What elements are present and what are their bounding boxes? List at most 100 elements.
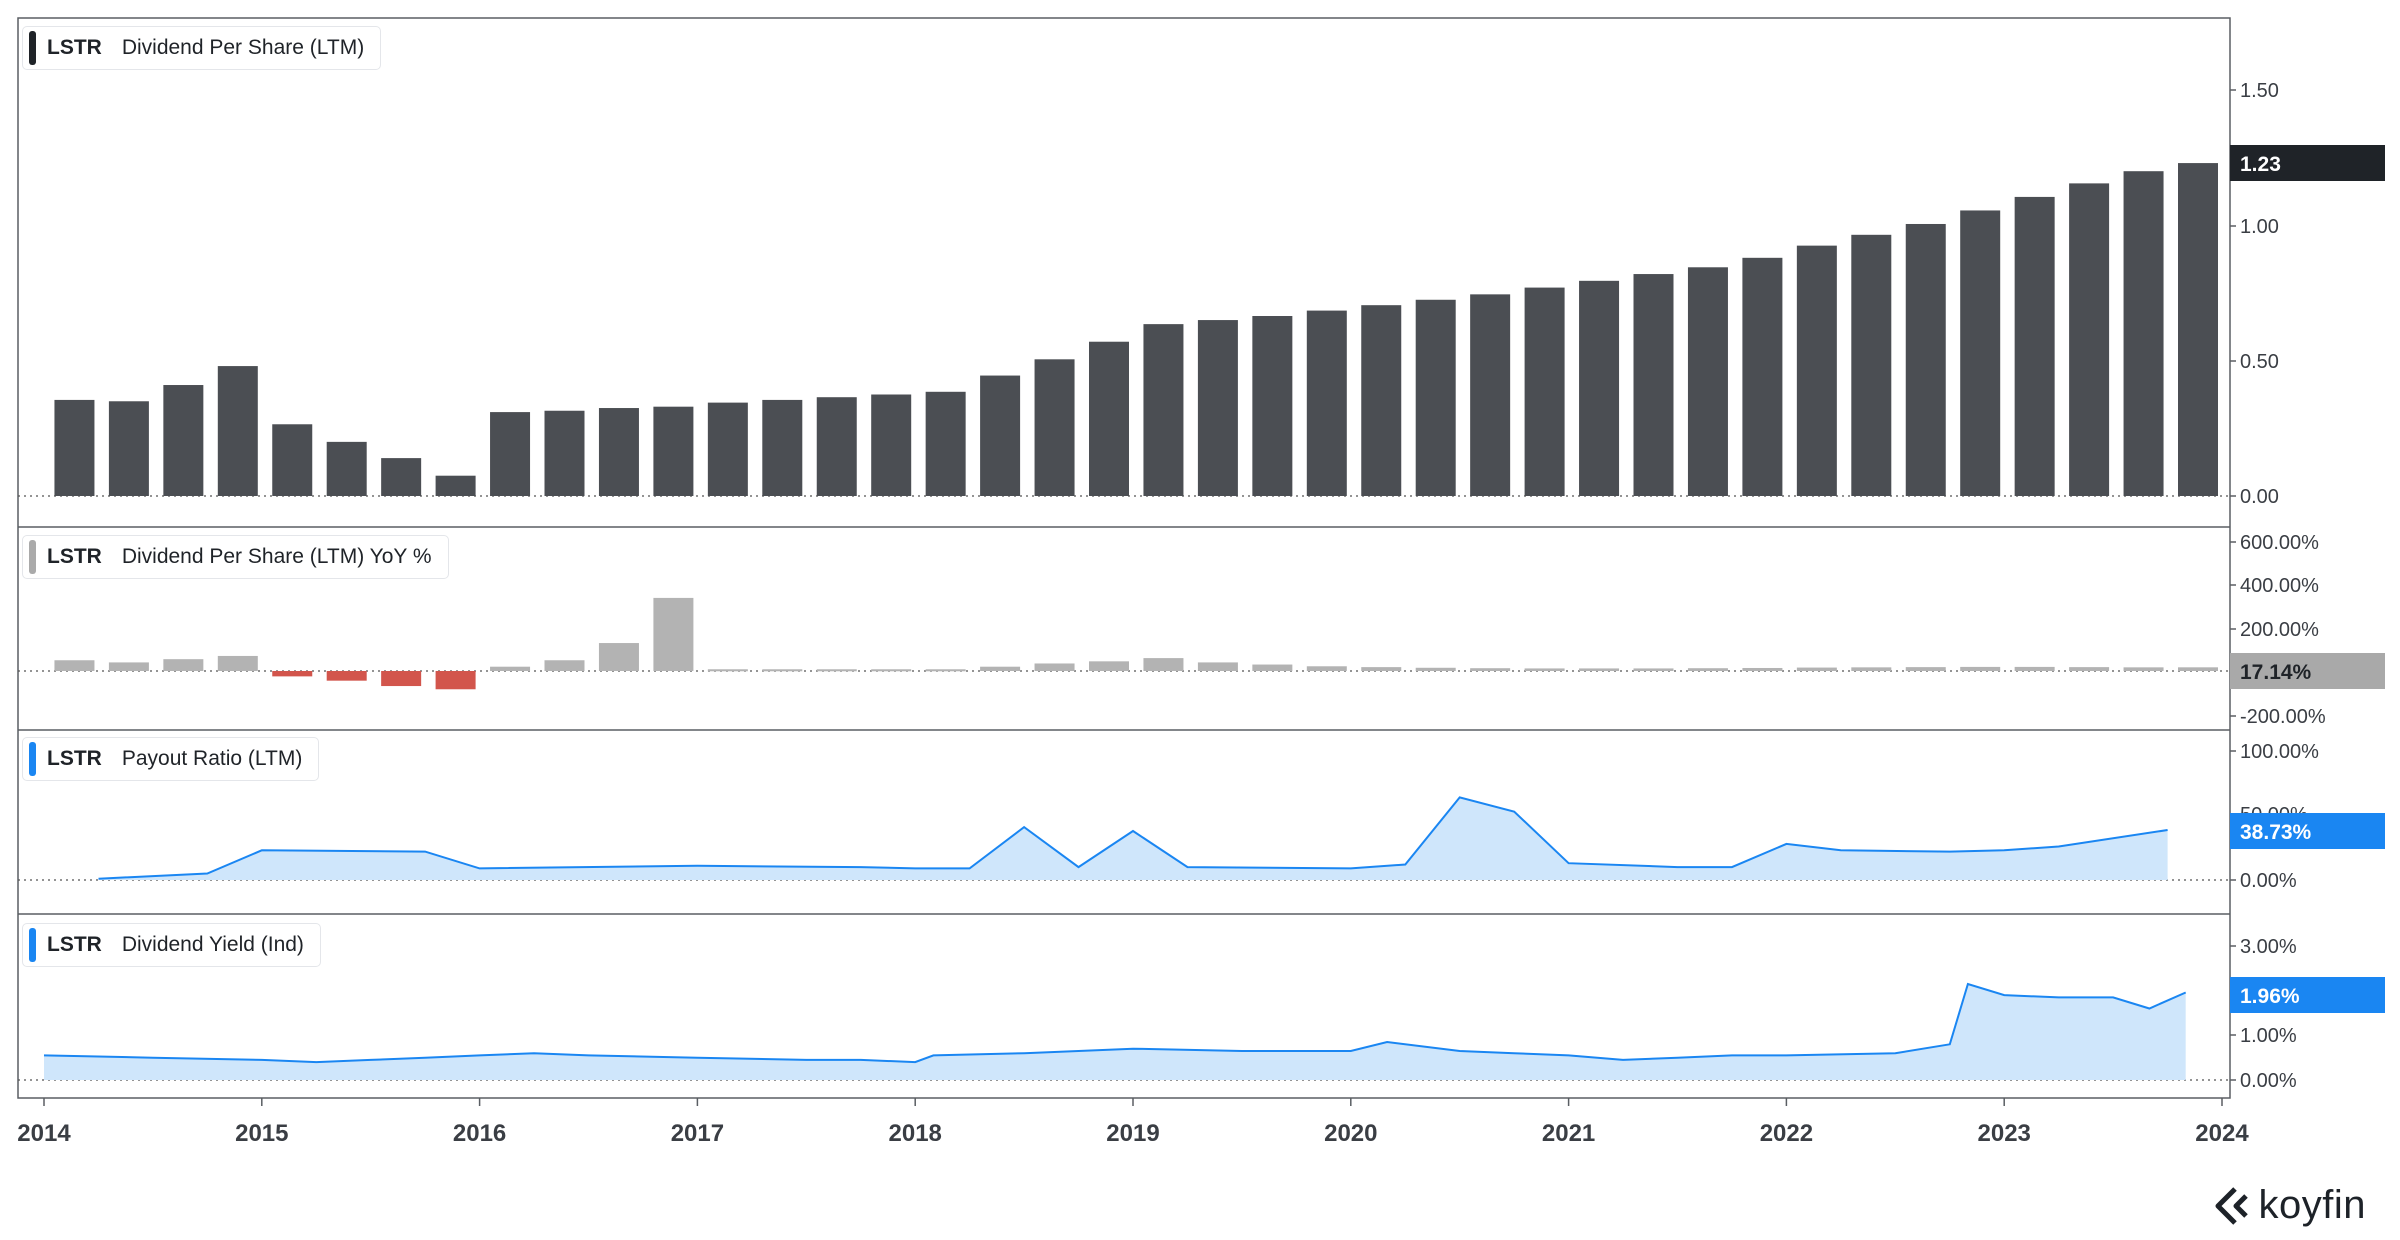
yoy-bar-positive: [925, 669, 966, 672]
yoy-bar-positive: [653, 597, 694, 671]
yield-plot: [43, 982, 2187, 1080]
yoy-bar-positive: [2069, 667, 2110, 671]
legend-payout: LSTR Payout Ratio (LTM): [22, 737, 320, 781]
yoy-bar-positive: [108, 662, 149, 671]
yoy-bar-positive: [1197, 662, 1238, 671]
legend-ticker: LSTR: [47, 36, 102, 59]
dps-bar: [980, 375, 1021, 496]
dps-bar: [1633, 274, 1674, 496]
legend-swatch: [29, 540, 36, 574]
yoy-bar-positive: [1524, 668, 1565, 671]
dps-bar: [2014, 196, 2055, 496]
dps-bar: [1960, 210, 2001, 497]
axes: 1.50 1.00 0.50 0.00 1.23 600.00% 400.00% 200.00…: [17, 80, 2385, 1147]
yoy-bar-positive: [1306, 666, 1347, 671]
dps-bar: [1089, 341, 1129, 496]
axis-tick-label: 100.00%: [2240, 741, 2319, 763]
yoy-bar-positive: [54, 660, 95, 671]
legend-dps: LSTR Dividend Per Share (LTM): [22, 26, 382, 70]
current-value-badge: [2230, 977, 2385, 1013]
yoy-bar-positive: [2178, 667, 2218, 671]
current-value-badge: [2230, 145, 2385, 181]
yoy-bar-positive: [544, 660, 585, 671]
yoy-bar-positive: [2014, 666, 2055, 671]
current-value-badge: [2230, 813, 2385, 849]
yoy-bar-positive: [490, 666, 531, 671]
payout-line: [98, 796, 2168, 880]
yoy-bar-positive: [163, 659, 204, 671]
dps-bar: [1197, 320, 1238, 496]
axis-tick-label: 0.50: [2240, 351, 2279, 373]
axis-tick-label: 0.00%: [2240, 870, 2297, 892]
dps-bar: [381, 458, 422, 496]
dps-bar: [1796, 245, 1837, 496]
legend-swatch: [29, 31, 36, 65]
dps-bar: [2123, 171, 2164, 496]
yoy-bar-positive: [980, 666, 1021, 671]
yoy-bar-positive: [217, 655, 258, 671]
yoy-bar-positive: [707, 669, 748, 672]
dps-bar: [435, 475, 476, 496]
dps-bar: [1252, 316, 1293, 496]
legend-ticker: LSTR: [47, 545, 102, 568]
dps-bar: [217, 366, 258, 496]
x-axis-tick-label: 2014: [17, 1120, 71, 1147]
yoy-bar-positive: [1579, 668, 1620, 671]
yoy-bar-positive: [598, 643, 639, 671]
dps-bar: [653, 406, 694, 496]
yoy-bar-negative: [435, 671, 476, 690]
dps-bar: [762, 399, 803, 496]
dps-bar: [1470, 294, 1511, 496]
axis-tick-label: 0.00%: [2240, 1070, 2297, 1092]
yoy-bar-positive: [1633, 668, 1674, 671]
dps-bar: [108, 401, 149, 496]
dps-bar: [544, 410, 585, 496]
yoy-bar-positive: [871, 669, 912, 672]
yoy-plot: [54, 597, 2218, 690]
chart-frame: [17, 17, 2231, 1099]
legend-ticker: LSTR: [47, 747, 102, 770]
dps-bar: [326, 441, 367, 496]
dps-bar: [54, 399, 95, 496]
current-value-badge: [2230, 653, 2385, 689]
current-value-label: 38.73%: [2240, 821, 2312, 844]
dps-bar: [490, 412, 531, 496]
yoy-bar-positive: [1252, 664, 1293, 671]
dps-bar: [1034, 359, 1075, 496]
yoy-bar-positive: [1796, 667, 1837, 671]
yoy-bar-negative: [326, 671, 367, 681]
axis-tick-label: 200.00%: [2240, 619, 2319, 641]
axis-tick-label: 1.00: [2240, 216, 2279, 238]
legend-yoy: LSTR Dividend Per Share (LTM) YoY %: [22, 535, 449, 579]
dps-bar: [1415, 299, 1456, 496]
payout-area-fill: [98, 797, 2168, 880]
legend-swatch: [29, 928, 36, 962]
dps-bar: [1579, 280, 1620, 496]
legend-ticker: LSTR: [47, 933, 102, 956]
koyfin-logo: koyfin: [2213, 1183, 2367, 1228]
yoy-bar-positive: [2123, 667, 2164, 671]
axis-tick-label: 1.00%: [2240, 1025, 2297, 1047]
brand-name: koyfin: [2258, 1183, 2366, 1227]
yoy-bar-positive: [816, 669, 857, 672]
current-value-label: 1.96%: [2240, 985, 2300, 1008]
dps-bar: [1361, 305, 1402, 496]
dps-bar: [1687, 267, 1728, 496]
yoy-bar-positive: [1143, 658, 1184, 671]
yoy-bar-positive: [1361, 667, 1402, 671]
axis-tick-label: -200.00%: [2240, 706, 2326, 728]
x-axis-tick-label: 2024: [2195, 1120, 2249, 1147]
dps-bar: [707, 402, 748, 496]
x-axis-tick-label: 2019: [1106, 1120, 1159, 1147]
koyfin-logo-icon: [2215, 1186, 2248, 1225]
yield-line: [43, 982, 2187, 1064]
yoy-bar-positive: [1742, 667, 1783, 671]
x-axis-tick-label: 2021: [1542, 1120, 1595, 1147]
x-axis-tick-label: 2020: [1324, 1120, 1377, 1147]
yield-area-fill: [44, 984, 2186, 1080]
dps-bar: [1524, 287, 1565, 496]
yoy-bar-positive: [1470, 668, 1511, 671]
dps-bar: [598, 408, 639, 496]
legend-series-name: Dividend Per Share (LTM) YoY %: [121, 545, 432, 568]
